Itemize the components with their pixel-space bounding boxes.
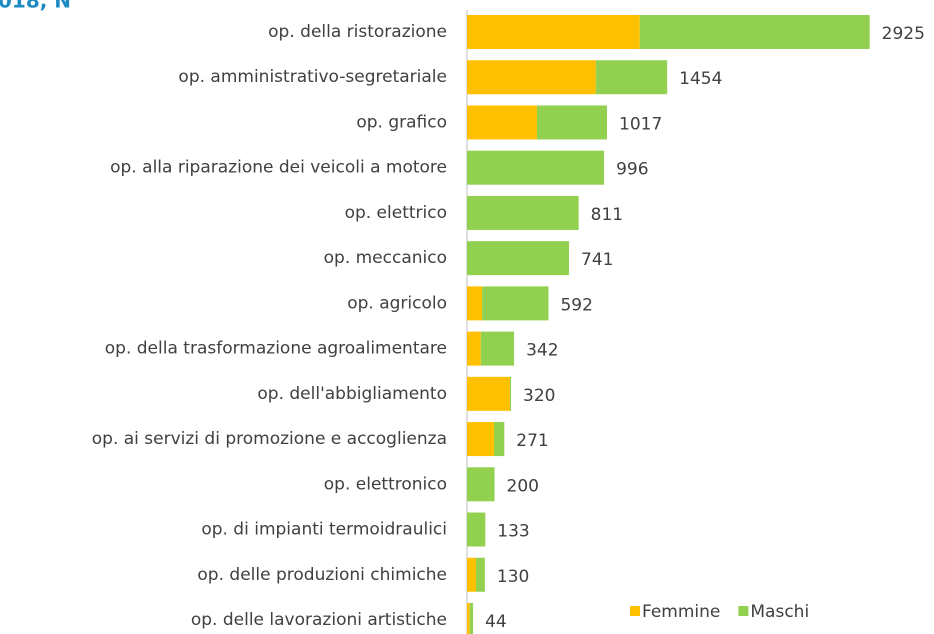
bar-segment: [475, 557, 485, 592]
category-label: op. alla riparazione dei veicoli a motor…: [110, 158, 447, 178]
bar-segment: [467, 422, 494, 457]
legend-label: Maschi: [750, 602, 809, 622]
total-label: 342: [526, 341, 558, 361]
total-label: 44: [485, 612, 507, 632]
total-label: 130: [497, 567, 529, 587]
bar-segment: [467, 60, 596, 95]
bar-segment: [536, 105, 608, 140]
bar-segment: [509, 376, 512, 411]
total-label: 200: [507, 476, 539, 496]
category-label: op. della ristorazione: [268, 22, 447, 42]
total-label: 2925: [882, 24, 925, 44]
bar-segment: [467, 195, 579, 230]
category-label: op. elettrico: [345, 203, 447, 223]
category-label: op. amministrativo-segretariale: [178, 67, 447, 87]
total-label: 271: [516, 431, 548, 451]
category-label: op. elettronico: [324, 474, 447, 494]
category-label: op. agricolo: [347, 293, 447, 313]
total-label: 592: [560, 295, 592, 315]
bar-segment: [467, 105, 537, 140]
bar-segment: [467, 150, 605, 185]
category-label: op. meccanico: [324, 248, 447, 268]
category-label: op. ai servizi di promozione e accoglien…: [92, 429, 447, 449]
bar-segment: [595, 60, 668, 95]
bar-segment: [493, 422, 505, 457]
total-label: 1017: [619, 114, 662, 134]
category-label: op. di impianti termoidraulici: [201, 520, 447, 540]
category-label: op. delle lavorazioni artistiche: [191, 610, 447, 630]
total-label: 133: [497, 522, 529, 542]
category-label: op. della trasformazione agroalimentare: [105, 339, 447, 359]
bar-segment: [467, 376, 510, 411]
legend-label: Femmine: [642, 602, 720, 622]
bar-segment: [467, 602, 470, 634]
bar-segment: [467, 15, 640, 49]
total-label: 741: [581, 250, 613, 270]
category-label: op. dell'abbigliamento: [257, 384, 447, 404]
legend-swatch: [630, 606, 640, 616]
legend-swatch: [738, 606, 749, 616]
category-label: op. delle produzioni chimiche: [197, 565, 447, 585]
bar-segment: [467, 512, 486, 547]
total-label: 811: [591, 205, 623, 225]
bar-segment: [482, 286, 549, 321]
bar-segment: [639, 15, 870, 49]
total-label: 996: [616, 160, 648, 180]
chart-title: 018, N: [0, 0, 71, 13]
bar-segment: [467, 331, 481, 366]
bar-segment: [467, 467, 495, 502]
bar-segment: [467, 286, 483, 321]
bar-segment: [469, 602, 474, 634]
category-label: op. grafico: [356, 112, 447, 132]
bar-segment: [467, 557, 476, 592]
total-label: 320: [523, 386, 555, 406]
bar-segment: [467, 241, 570, 276]
total-label: 1454: [679, 69, 722, 89]
bar-segment: [480, 331, 515, 366]
